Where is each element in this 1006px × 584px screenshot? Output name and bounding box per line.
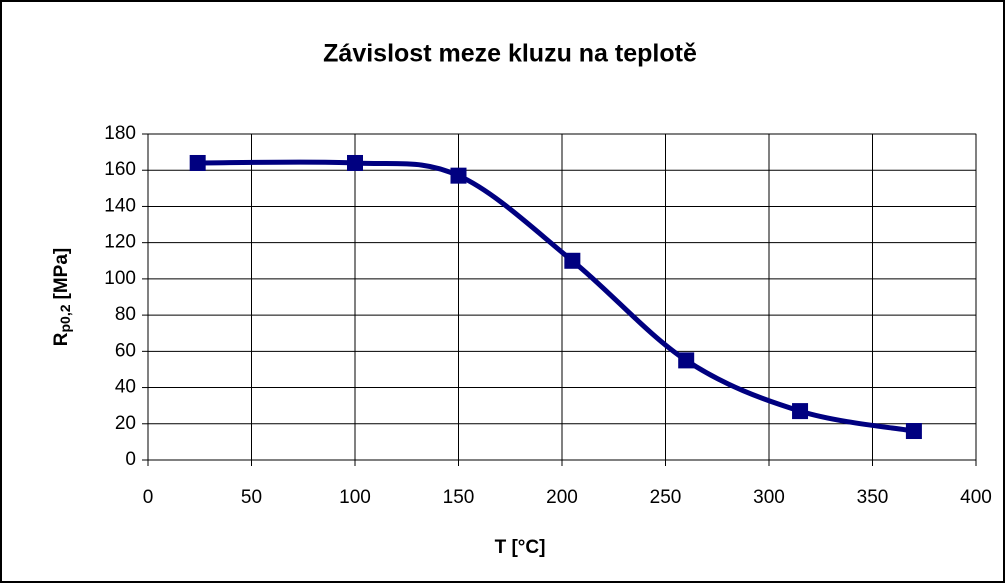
y-tick-label: 120 [104,232,136,253]
y-tick-label: 40 [115,377,136,398]
marker [905,423,922,440]
y-label-sub: p0,2 [57,304,73,332]
marker [678,352,695,369]
x-tick-label: 350 [857,487,889,508]
x-tick-label: 250 [650,487,682,508]
marker [189,154,206,171]
x-tick-label: 200 [546,487,578,508]
y-label-main: R [51,332,72,346]
y-tick-label: 100 [104,268,136,289]
y-tick-label: 20 [115,413,136,434]
x-tick-label: 400 [960,487,992,508]
y-axis-label: Rp0,2 [MPa] [51,248,73,346]
x-axis-label: T [°C] [495,537,546,558]
marker [792,403,809,420]
y-tick-label: 0 [125,449,136,470]
marker [347,154,363,171]
x-tick-label: 150 [443,487,475,508]
y-label-unit: [MPa] [51,248,72,300]
y-tick-label: 60 [115,340,136,361]
y-tick-label: 140 [104,195,136,216]
x-tick-label: 0 [143,487,154,508]
chart-title: Závislost meze kluzu na teplotě [323,40,697,68]
y-tick-label: 160 [104,159,136,180]
x-tick-label: 50 [241,487,262,508]
marker [450,167,467,184]
x-tick-label: 300 [753,487,785,508]
x-tick-label: 100 [339,487,371,508]
y-tick-label: 80 [115,304,136,325]
y-tick-label: 180 [104,123,136,144]
marker [564,252,581,269]
